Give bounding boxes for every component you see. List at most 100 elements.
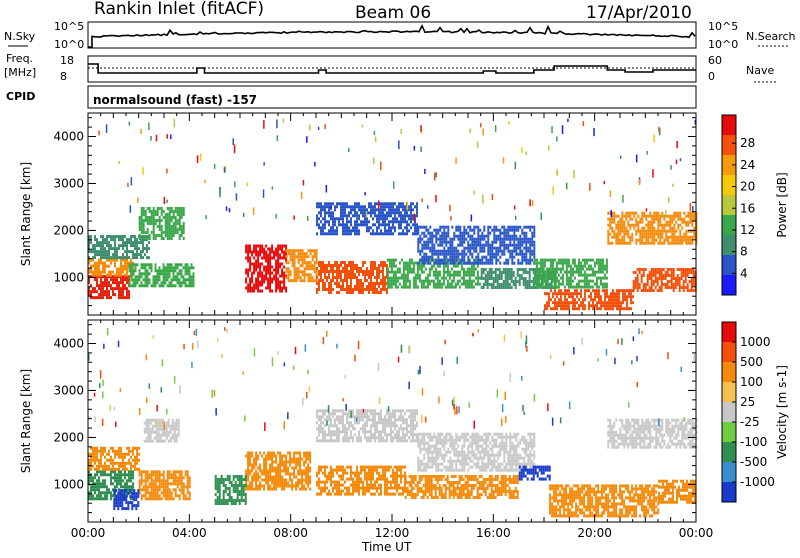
range-gate-cell [659, 239, 661, 242]
range-gate-cell [404, 226, 406, 229]
range-gate-cell [302, 279, 304, 282]
range-gate-cell [449, 274, 451, 277]
range-gate-cell [533, 253, 535, 256]
range-gate-cell [386, 232, 388, 235]
range-gate-cell [247, 290, 249, 293]
range-gate-cell [285, 245, 287, 248]
range-gate-cell [265, 269, 267, 272]
range-gate-cell [477, 226, 479, 229]
range-gate-cell [259, 275, 261, 278]
range-gate-cell [145, 219, 147, 222]
range-gate-cell [370, 282, 372, 285]
range-gate-cell [169, 275, 171, 278]
range-gate-cell [503, 268, 505, 271]
range-gate-cell [390, 202, 392, 205]
range-gate-cell [582, 268, 584, 271]
range-gate-cell [119, 498, 121, 501]
range-gate-cell [619, 227, 621, 230]
range-gate-cell [189, 482, 191, 485]
range-gate-cell [296, 249, 298, 252]
range-gate-cell [183, 485, 185, 488]
range-gate-cell [521, 238, 523, 241]
range-gate-cell [592, 304, 594, 307]
range-gate-cell [630, 298, 632, 301]
range-gate-cell [513, 229, 515, 232]
range-gate-cell [102, 468, 104, 471]
range-gate-cell [151, 470, 153, 473]
range-gate-cell [138, 241, 140, 244]
range-gate-cell [187, 263, 189, 266]
range-gate-cell [588, 304, 590, 307]
range-gate-cell [185, 473, 187, 476]
range-gate-cell [179, 476, 181, 479]
range-gate-cell [117, 507, 119, 510]
range-gate-cell [556, 262, 558, 265]
range-gate-cell [629, 227, 631, 230]
range-gate-cell [138, 453, 140, 456]
range-gate-cell [443, 232, 445, 235]
range-gate-cell [150, 422, 152, 425]
range-gate-cell [354, 220, 356, 223]
range-gate-cell [96, 479, 98, 482]
range-gate-cell [388, 208, 390, 211]
range-gate-cell [104, 290, 106, 293]
range-gate-cell [92, 274, 94, 277]
range-gate-cell [159, 476, 161, 479]
range-gate-cell [531, 235, 533, 238]
range-gate-cell [376, 217, 378, 220]
range-gate-cell [185, 269, 187, 272]
range-gate-cell [635, 271, 637, 274]
range-gate-cell [342, 229, 344, 232]
range-gate-cell [139, 470, 141, 473]
range-gate-cell [469, 286, 471, 289]
range-gate-cell [356, 267, 358, 270]
range-gate-cell [625, 215, 627, 218]
range-gate-cell [521, 232, 523, 235]
range-gate-cell [445, 244, 447, 247]
range-gate-cell [318, 279, 320, 282]
range-gate-cell [346, 202, 348, 205]
range-gate-cell [247, 251, 249, 254]
range-gate-cell [121, 498, 123, 501]
range-gate-cell [146, 440, 148, 443]
range-gate-cell [147, 488, 149, 491]
range-gate-cell [651, 218, 653, 221]
range-gate-cell [134, 468, 136, 471]
range-gate-cell [407, 280, 409, 283]
range-gate-cell [594, 262, 596, 265]
range-gate-cell [427, 277, 429, 280]
range-gate-cell [420, 147, 422, 152]
range-gate-cell [388, 211, 390, 214]
range-gate-cell [318, 226, 320, 229]
range-gate-cell [538, 268, 540, 271]
range-gate-cell [104, 281, 106, 284]
range-gate-cell [346, 288, 348, 291]
range-gate-cell [257, 275, 259, 278]
range-gate-cell [173, 266, 175, 269]
range-gate-cell [623, 236, 625, 239]
range-gate-cell [408, 205, 410, 208]
range-gate-cell [104, 250, 106, 253]
range-gate-cell [271, 266, 273, 269]
range-gate-cell [191, 284, 193, 287]
range-gate-cell [392, 211, 394, 214]
range-gate-cell [148, 431, 150, 434]
range-gate-cell [123, 492, 125, 495]
range-gate-cell [625, 230, 627, 233]
range-gate-cell [259, 251, 261, 254]
range-gate-cell [497, 229, 499, 232]
range-gate-cell [578, 274, 580, 277]
range-gate-cell [671, 280, 673, 283]
range-gate-cell [257, 245, 259, 248]
range-gate-cell [570, 283, 572, 286]
range-gate-cell [527, 262, 529, 265]
range-gate-cell [511, 259, 513, 262]
range-gate-cell [261, 278, 263, 281]
range-gate-cell [405, 280, 407, 283]
range-gate-cell [493, 277, 495, 280]
range-gate-cell [290, 255, 292, 258]
range-gate-cell [681, 286, 683, 289]
range-gate-cell [693, 271, 695, 274]
range-gate-cell [263, 251, 265, 254]
range-gate-cell [624, 298, 626, 301]
